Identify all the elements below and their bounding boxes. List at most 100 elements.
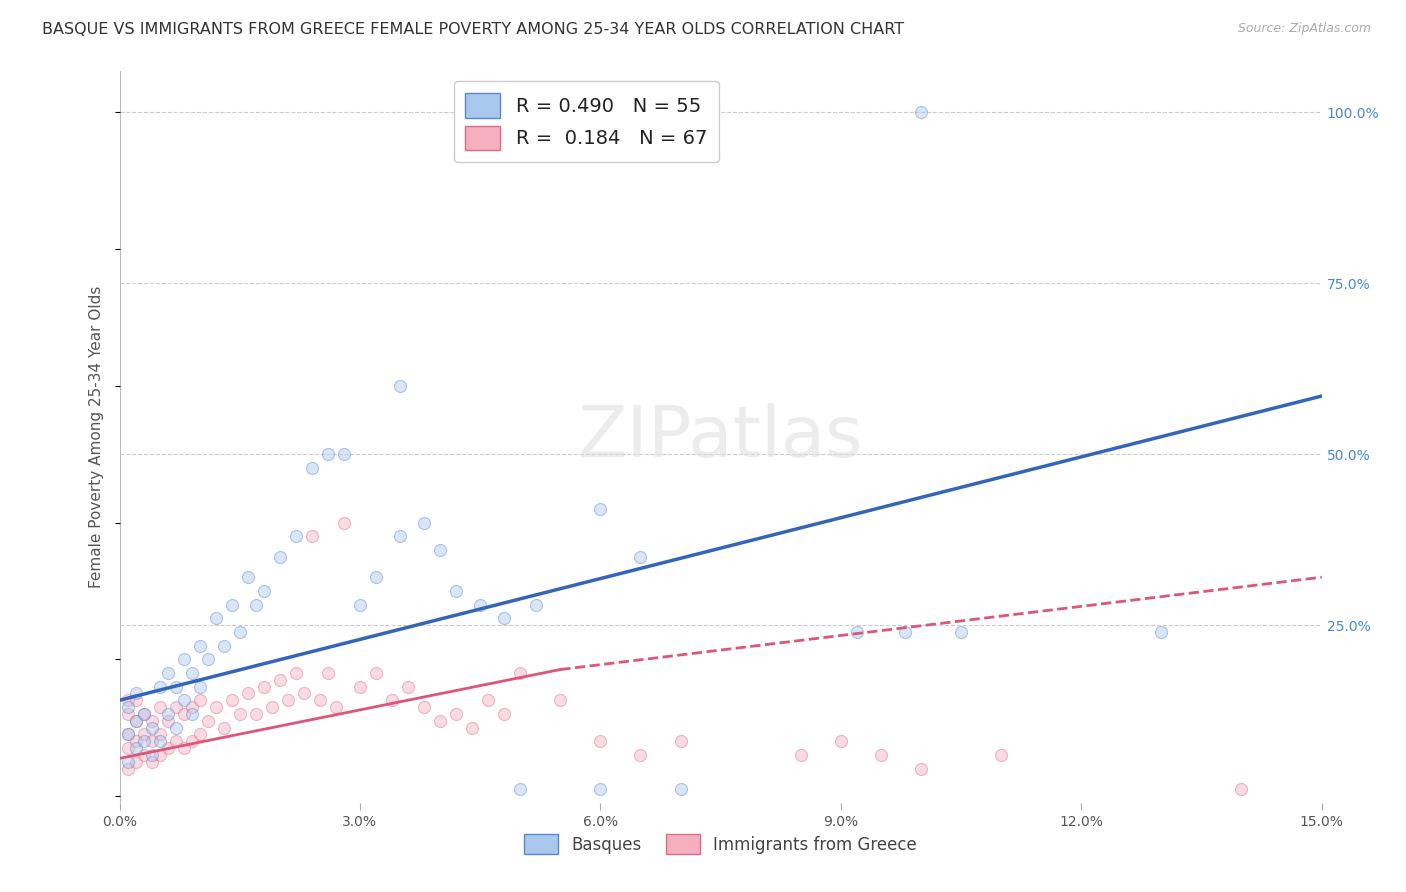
Point [790, 747, 813, 762]
Point [117, 755, 139, 769]
Point [388, 379, 412, 393]
Point [117, 762, 139, 776]
Point [494, 706, 516, 721]
Point [429, 542, 451, 557]
Point [630, 747, 652, 762]
Y-axis label: Female Poverty Among 25-34 Year Olds: Female Poverty Among 25-34 Year Olds [89, 286, 104, 588]
Point [188, 680, 211, 694]
Point [149, 747, 172, 762]
Point [197, 714, 219, 728]
Point [165, 680, 187, 694]
Point [589, 501, 612, 516]
Point [830, 734, 852, 748]
Point [349, 598, 371, 612]
Point [117, 741, 139, 756]
Point [141, 721, 163, 735]
Point [245, 598, 267, 612]
Point [124, 714, 146, 728]
Point [669, 734, 692, 748]
Point [141, 734, 163, 748]
Point [156, 741, 179, 756]
Point [509, 665, 531, 680]
Point [301, 529, 323, 543]
Text: ZIPatlas: ZIPatlas [578, 402, 863, 472]
Point [180, 665, 202, 680]
Point [461, 721, 484, 735]
Point [180, 700, 202, 714]
Point [188, 693, 211, 707]
Point [325, 700, 347, 714]
Point [173, 693, 195, 707]
Point [132, 727, 155, 741]
Point [253, 583, 276, 598]
Point [381, 693, 404, 707]
Point [316, 665, 339, 680]
Point [141, 714, 163, 728]
Point [141, 747, 163, 762]
Point [180, 706, 202, 721]
Point [413, 700, 436, 714]
Point [124, 714, 146, 728]
Point [149, 734, 172, 748]
Point [173, 706, 195, 721]
Point [236, 570, 259, 584]
Point [894, 624, 917, 639]
Text: BASQUE VS IMMIGRANTS FROM GREECE FEMALE POVERTY AMONG 25-34 YEAR OLDS CORRELATIO: BASQUE VS IMMIGRANTS FROM GREECE FEMALE … [42, 22, 904, 37]
Point [212, 721, 235, 735]
Point [524, 598, 547, 612]
Point [117, 706, 139, 721]
Point [228, 624, 252, 639]
Point [221, 598, 243, 612]
Point [124, 755, 146, 769]
Point [388, 529, 412, 543]
Point [124, 686, 146, 700]
Point [301, 460, 323, 475]
Point [149, 680, 172, 694]
Point [1150, 624, 1173, 639]
Point [165, 700, 187, 714]
Point [589, 734, 612, 748]
Point [444, 706, 467, 721]
Point [132, 734, 155, 748]
Point [188, 727, 211, 741]
Point [364, 665, 387, 680]
Point [509, 782, 531, 797]
Point [124, 741, 146, 756]
Point [292, 686, 315, 700]
Point [204, 700, 226, 714]
Point [124, 693, 146, 707]
Point [269, 549, 291, 564]
Point [284, 529, 307, 543]
Legend: Basques, Immigrants from Greece: Basques, Immigrants from Greece [517, 828, 924, 860]
Point [990, 747, 1012, 762]
Point [117, 727, 139, 741]
Point [269, 673, 291, 687]
Point [316, 447, 339, 461]
Point [132, 747, 155, 762]
Point [910, 105, 932, 120]
Point [869, 747, 893, 762]
Point [333, 447, 356, 461]
Point [156, 706, 179, 721]
Point [228, 706, 252, 721]
Point [494, 611, 516, 625]
Point [349, 680, 371, 694]
Point [413, 516, 436, 530]
Point [309, 693, 332, 707]
Point [212, 639, 235, 653]
Point [156, 714, 179, 728]
Point [284, 665, 307, 680]
Point [429, 714, 451, 728]
Point [950, 624, 973, 639]
Point [132, 706, 155, 721]
Point [845, 624, 868, 639]
Point [245, 706, 267, 721]
Point [277, 693, 299, 707]
Point [117, 700, 139, 714]
Point [468, 598, 492, 612]
Point [630, 549, 652, 564]
Point [141, 755, 163, 769]
Point [236, 686, 259, 700]
Point [589, 782, 612, 797]
Point [444, 583, 467, 598]
